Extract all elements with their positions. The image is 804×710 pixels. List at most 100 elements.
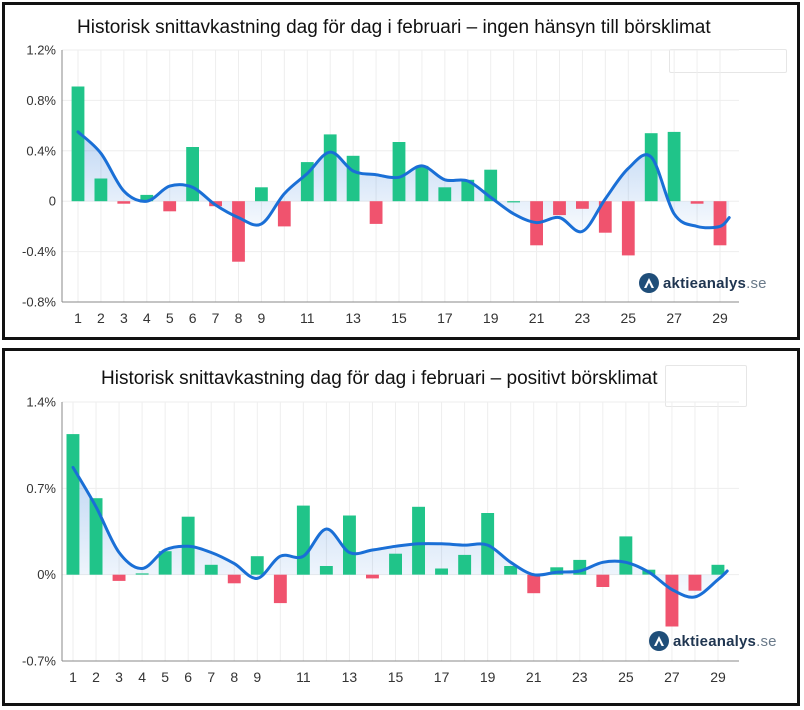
x-tick-label: 13 [345, 310, 361, 326]
chart-panel-positive-markets: Historisk snittavkastning dag för dag i … [2, 348, 800, 706]
y-tick-label: 1.2% [26, 43, 56, 58]
x-tick-label: 11 [300, 310, 315, 326]
bar-day-17 [435, 568, 448, 575]
chart-title: Historisk snittavkastning dag för dag i … [101, 368, 658, 389]
x-tick-label: 3 [115, 669, 123, 685]
x-tick-label: 15 [391, 310, 407, 326]
bar-day-7 [204, 564, 218, 575]
bar-day-29 [713, 201, 727, 246]
bar-day-2 [94, 178, 108, 202]
logo-text: aktieanalys.se [673, 632, 777, 650]
bar-day-5 [158, 551, 172, 575]
trend-line [71, 465, 729, 599]
bar-day-27 [667, 131, 681, 202]
x-tick-label: 2 [92, 669, 100, 685]
trend-area [73, 467, 728, 598]
x-tick-label: 7 [207, 669, 215, 685]
bar-day-27 [665, 574, 679, 627]
bar-day-21 [527, 574, 541, 594]
bar-day-10 [277, 201, 291, 227]
x-tick-label: 4 [143, 310, 151, 326]
x-tick-label: 21 [526, 669, 542, 685]
bar-day-20 [507, 201, 520, 203]
bar-day-6 [186, 147, 199, 202]
bar-day-10 [273, 574, 287, 604]
bar-day-12 [319, 566, 333, 575]
x-tick-label: 5 [166, 310, 174, 326]
bar-day-8 [227, 574, 241, 584]
bar-day-28 [688, 574, 702, 591]
x-tick-label: 23 [575, 310, 591, 326]
bar-day-12 [323, 134, 337, 202]
y-tick-label: 0 [49, 194, 56, 209]
aktieanalys-logo: aktieanalys.se [639, 273, 767, 293]
y-tick-label: 1.4% [26, 395, 56, 410]
bar-day-9 [250, 556, 264, 575]
x-tick-label: 27 [664, 669, 680, 685]
y-tick-label: 0.8% [26, 93, 56, 108]
chart-title: Historisk snittavkastning dag för dag i … [77, 17, 711, 38]
bar-day-4 [135, 573, 149, 575]
bar-day-16 [415, 165, 429, 202]
x-tick-label: 9 [253, 669, 261, 685]
y-tick-label: 0.7% [26, 481, 56, 496]
bar-day-5 [163, 201, 177, 212]
bar-day-28 [690, 201, 704, 204]
x-tick-label: 19 [480, 669, 496, 685]
x-tick-label: 2 [97, 310, 105, 326]
bar-chart-positive-markets: 1.4%0.7%0%-0.7%1 2 3 4 5 6 7 8 9 11 13 15 17 19 21 23 25… [22, 395, 739, 685]
bar-day-11 [296, 505, 310, 575]
x-tick-label: 3 [120, 310, 128, 326]
x-tick-label: 1 [74, 310, 82, 326]
bar-day-26 [644, 133, 658, 202]
bar-day-14 [369, 201, 383, 224]
bar-day-22 [553, 201, 566, 216]
x-tick-label: 6 [184, 669, 192, 685]
x-tick-label: 17 [434, 669, 450, 685]
x-tick-label: 15 [388, 669, 404, 685]
bar-day-24 [596, 574, 610, 587]
chart-toolbar-placeholder [669, 49, 787, 73]
x-tick-label: 5 [161, 669, 169, 685]
x-tick-label: 21 [529, 310, 545, 326]
bar-day-24 [598, 201, 612, 233]
bar-day-23 [576, 201, 589, 209]
y-tick-label: -0.8% [22, 295, 56, 310]
chart-panel-all-markets: Historisk snittavkastning dag för dag i … [2, 2, 800, 340]
x-tick-label: 25 [618, 669, 634, 685]
bar-day-14 [366, 574, 379, 579]
bar-day-16 [412, 506, 425, 575]
logo-icon [639, 273, 659, 293]
bar-day-18 [458, 554, 472, 575]
bar-day-13 [346, 155, 360, 202]
y-tick-label: 0.4% [26, 143, 56, 158]
bar-day-1 [66, 434, 80, 575]
x-tick-label: 1 [69, 669, 77, 685]
bar-day-9 [255, 187, 268, 202]
x-tick-label: 29 [712, 310, 728, 326]
bar-day-3 [117, 201, 131, 204]
x-tick-label: 29 [710, 669, 726, 685]
x-tick-label: 7 [212, 310, 220, 326]
x-tick-label: 11 [296, 669, 311, 685]
chart-toolbar-placeholder [665, 365, 747, 407]
x-tick-label: 19 [483, 310, 499, 326]
y-tick-label: -0.4% [22, 244, 56, 259]
bar-chart-all-markets: 1.2%0.8%0.4%0-0.4%-0.8%1 2 3 4 5 6 7 8 9 11 13 15 17… [22, 43, 739, 326]
bar-day-3 [112, 574, 126, 581]
bar-day-4 [140, 194, 154, 202]
y-tick-label: 0% [37, 567, 56, 582]
bar-day-20 [504, 566, 518, 575]
x-tick-label: 8 [230, 669, 238, 685]
logo-text: aktieanalys.se [663, 274, 767, 292]
bar-day-25 [619, 536, 633, 575]
x-tick-label: 25 [620, 310, 636, 326]
x-tick-label: 4 [138, 669, 146, 685]
x-tick-label: 13 [342, 669, 358, 685]
bar-day-8 [232, 201, 245, 262]
bar-day-15 [389, 553, 402, 575]
bar-day-1 [71, 86, 85, 202]
x-tick-label: 23 [572, 669, 588, 685]
x-tick-label: 17 [437, 310, 453, 326]
trend-line [76, 130, 731, 234]
